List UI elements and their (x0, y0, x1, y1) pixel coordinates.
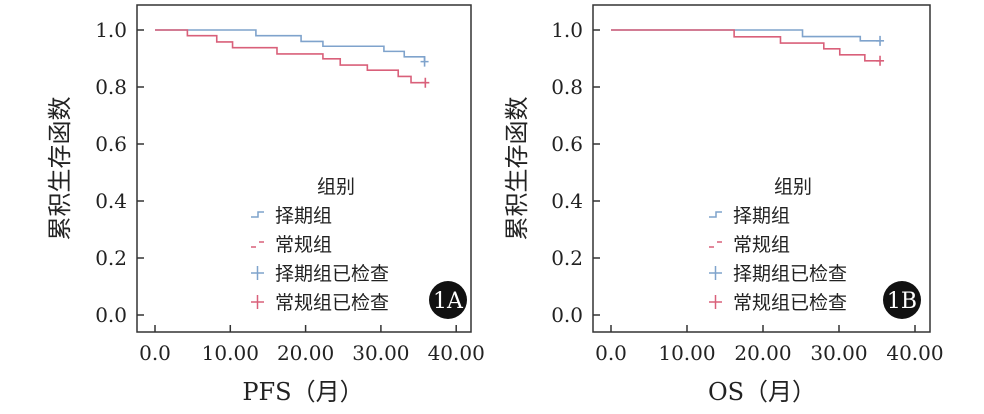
legend-entry: 常规组 (275, 234, 332, 256)
x-tick-label: 40.00 (886, 341, 943, 365)
survival-curve-elective (155, 29, 426, 62)
y-tick-label: 0.4 (551, 189, 583, 213)
panel-badge (429, 281, 467, 319)
legend-entry: 择期组 (733, 205, 790, 227)
panel-badge-label: 1B (887, 289, 917, 314)
censor-marker (420, 56, 429, 67)
legend-swatch (709, 266, 722, 280)
panel-badge-label: 1A (433, 289, 464, 314)
legend-title: 组别 (774, 176, 812, 198)
x-tick-label: 0.0 (595, 341, 627, 365)
legend-entry: 择期组已检查 (275, 263, 389, 285)
y-tick-label: 1.0 (551, 18, 583, 42)
legend-entry: 择期组 (275, 205, 332, 227)
y-tick-label: 0.8 (95, 75, 127, 99)
legend-entry: 常规组 (733, 234, 790, 256)
x-tick-label: 20.00 (277, 341, 334, 365)
chart-panel-1A: 0.0 0.2 0.4 0.6 0.8 1.0 0.0 10.00 20.00 30.00 40.0… (46, 4, 485, 406)
x-tick-label: 40.00 (428, 341, 485, 365)
x-tick-label: 30.00 (352, 341, 409, 365)
censor-marker (421, 77, 430, 88)
chart-panel-1B: 0.0 0.2 0.4 0.6 0.8 1.0 0.0 10.00 20.00 30.00 40.0… (503, 4, 944, 406)
y-tick-label: 0.4 (95, 189, 127, 213)
y-tick-label: 0.2 (95, 246, 127, 270)
legend-swatch (251, 241, 264, 248)
x-tick-label: 0.0 (139, 341, 171, 365)
x-axis-label: PFS（月） (242, 378, 363, 406)
legend-swatch (251, 266, 264, 280)
panel-badge (883, 281, 921, 319)
legend-swatch (709, 295, 722, 309)
x-axis-label: OS（月） (708, 378, 816, 406)
censor-marker (876, 55, 885, 66)
x-tick-label: 10.00 (658, 341, 715, 365)
survival-curve-elective (611, 29, 881, 42)
plot-frame (592, 4, 931, 333)
legend-swatch (709, 241, 722, 248)
y-tick-label: 0.6 (95, 132, 127, 156)
y-tick-label: 0.0 (551, 303, 583, 327)
x-tick-label: 30.00 (810, 341, 867, 365)
legend-swatch (251, 211, 264, 218)
x-tick-label: 20.00 (734, 341, 791, 365)
x-tick-label: 10.00 (202, 341, 259, 365)
legend-entry: 常规组已检查 (275, 292, 389, 314)
survival-curve-routine (611, 29, 881, 62)
legend-swatch (709, 211, 722, 218)
censor-marker (876, 35, 885, 46)
y-tick-label: 1.0 (95, 18, 127, 42)
y-tick-label: 0.6 (551, 132, 583, 156)
y-axis-label: 累积生存函数 (46, 97, 74, 241)
y-tick-label: 0.8 (551, 75, 583, 99)
survival-curve-routine (155, 29, 426, 84)
plot-frame (136, 4, 472, 333)
legend-title: 组别 (317, 176, 355, 198)
y-tick-label: 0.0 (95, 303, 127, 327)
legend-entry: 常规组已检查 (733, 292, 847, 314)
y-tick-label: 0.2 (551, 246, 583, 270)
legend-entry: 择期组已检查 (733, 263, 847, 285)
y-axis-label: 累积生存函数 (503, 97, 531, 241)
legend-swatch (251, 295, 264, 309)
